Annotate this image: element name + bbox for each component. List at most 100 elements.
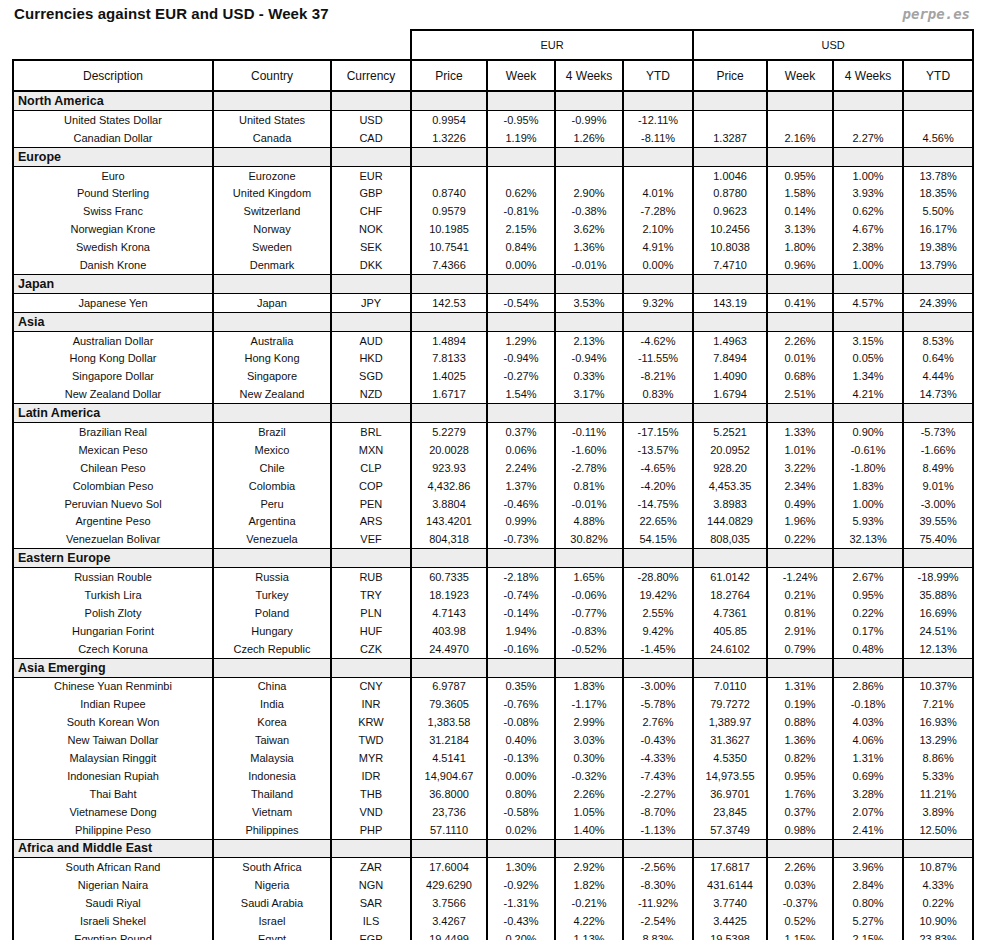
description-cell: Vietnamese Dong bbox=[13, 803, 213, 821]
country-cell: Singapore bbox=[213, 367, 331, 385]
country-cell: China bbox=[213, 677, 331, 695]
usd-week-cell: 0.82% bbox=[767, 749, 833, 767]
eur-week-cell: 1.37% bbox=[487, 477, 555, 495]
country-cell: Thailand bbox=[213, 785, 331, 803]
usd-ytd-cell: 14.73% bbox=[903, 385, 973, 403]
section-cell bbox=[693, 549, 767, 568]
currency-code-cell: ILS bbox=[331, 912, 411, 930]
usd-ytd-cell: 16.93% bbox=[903, 713, 973, 731]
country-cell: New Zealand bbox=[213, 385, 331, 403]
section-cell bbox=[903, 274, 973, 293]
data-row: Hong Kong DollarHong KongHKD7.8133-0.94%… bbox=[13, 349, 973, 367]
data-row: Saudi RiyalSaudi ArabiaSAR3.7566-1.31%-0… bbox=[13, 894, 973, 912]
usd-price-cell: 1.4963 bbox=[693, 331, 767, 349]
section-cell bbox=[693, 312, 767, 331]
eur-week-cell: -0.94% bbox=[487, 349, 555, 367]
section-cell bbox=[903, 549, 973, 568]
eur-4weeks-cell: -0.21% bbox=[555, 894, 623, 912]
eur-price-cell: 60.7335 bbox=[411, 568, 487, 586]
eur-ytd-cell: -2.56% bbox=[623, 858, 693, 876]
section-cell bbox=[555, 839, 623, 858]
usd-week-cell: 1.01% bbox=[767, 441, 833, 459]
usd-price-cell: 405.85 bbox=[693, 622, 767, 640]
usd-ytd-cell: 13.29% bbox=[903, 731, 973, 749]
eur-ytd-cell: -17.15% bbox=[623, 423, 693, 441]
usd-price-cell: 144.0829 bbox=[693, 512, 767, 530]
currency-code-cell: ZAR bbox=[331, 858, 411, 876]
section-cell bbox=[833, 274, 903, 293]
eur-week-cell: 0.99% bbox=[487, 512, 555, 530]
column-header-row: Description Country Currency Price Week … bbox=[13, 60, 973, 91]
currency-code-cell: THB bbox=[331, 785, 411, 803]
country-cell: Malaysia bbox=[213, 749, 331, 767]
usd-ytd-cell: 39.55% bbox=[903, 512, 973, 530]
data-row: South African RandSouth AfricaZAR17.6004… bbox=[13, 858, 973, 876]
usd-price-cell: 10.8038 bbox=[693, 238, 767, 256]
currency-code-cell: HUF bbox=[331, 622, 411, 640]
eur-ytd-cell: -4.62% bbox=[623, 331, 693, 349]
header-spacer bbox=[13, 30, 411, 60]
usd-4weeks-cell: 3.15% bbox=[833, 331, 903, 349]
eur-price-cell: 31.2184 bbox=[411, 731, 487, 749]
usd-price-cell: 431.6144 bbox=[693, 876, 767, 894]
group-header-eur: EUR bbox=[411, 30, 693, 60]
description-cell: Israeli Shekel bbox=[13, 912, 213, 930]
usd-4weeks-cell: 0.80% bbox=[833, 894, 903, 912]
eur-ytd-cell: -4.65% bbox=[623, 459, 693, 477]
eur-4weeks-cell: -0.94% bbox=[555, 349, 623, 367]
eur-4weeks-cell: 3.53% bbox=[555, 293, 623, 312]
usd-week-cell: 2.26% bbox=[767, 858, 833, 876]
eur-week-cell: -0.43% bbox=[487, 912, 555, 930]
eur-week-cell: -0.13% bbox=[487, 749, 555, 767]
data-row: Czech KorunaCzech RepublicCZK24.4970-0.1… bbox=[13, 640, 973, 658]
usd-ytd-cell: 10.90% bbox=[903, 912, 973, 930]
data-row: Norwegian KroneNorwayNOK10.19852.15%3.62… bbox=[13, 220, 973, 238]
usd-ytd-cell: 7.21% bbox=[903, 695, 973, 713]
eur-ytd-cell: 0.83% bbox=[623, 385, 693, 403]
usd-week-cell: 0.81% bbox=[767, 604, 833, 622]
eur-4weeks-cell: 2.99% bbox=[555, 713, 623, 731]
eur-week-cell: 1.54% bbox=[487, 385, 555, 403]
section-cell bbox=[903, 147, 973, 166]
currency-code-cell: KRW bbox=[331, 713, 411, 731]
eur-ytd-cell: 8.83% bbox=[623, 930, 693, 940]
eur-week-cell: 2.15% bbox=[487, 220, 555, 238]
usd-price-cell: 143.19 bbox=[693, 293, 767, 312]
description-cell: Philippine Peso bbox=[13, 821, 213, 839]
usd-ytd-cell: 9.01% bbox=[903, 477, 973, 495]
usd-ytd-cell: -3.00% bbox=[903, 495, 973, 513]
country-cell: Vietnam bbox=[213, 803, 331, 821]
eur-week-cell: 1.19% bbox=[487, 129, 555, 147]
eur-week-cell: 0.37% bbox=[487, 423, 555, 441]
eur-ytd-cell: 0.00% bbox=[623, 256, 693, 274]
section-cell bbox=[767, 839, 833, 858]
eur-4weeks-cell: 3.03% bbox=[555, 731, 623, 749]
usd-ytd-cell: 12.50% bbox=[903, 821, 973, 839]
section-cell bbox=[555, 274, 623, 293]
section-cell bbox=[767, 274, 833, 293]
country-cell: Nigeria bbox=[213, 876, 331, 894]
data-row: Brazilian RealBrazilBRL5.22790.37%-0.11%… bbox=[13, 423, 973, 441]
currency-code-cell: CHF bbox=[331, 202, 411, 220]
usd-4weeks-cell: 2.86% bbox=[833, 677, 903, 695]
usd-ytd-cell: 8.49% bbox=[903, 459, 973, 477]
description-cell: Indian Rupee bbox=[13, 695, 213, 713]
currency-code-cell: GBP bbox=[331, 184, 411, 202]
usd-price-cell: 808,035 bbox=[693, 530, 767, 548]
eur-ytd-cell: 2.55% bbox=[623, 604, 693, 622]
description-cell: Colombian Peso bbox=[13, 477, 213, 495]
usd-4weeks-cell: 2.07% bbox=[833, 803, 903, 821]
description-cell: Argentine Peso bbox=[13, 512, 213, 530]
eur-price-cell: 3.8804 bbox=[411, 495, 487, 513]
currency-code-cell: AUD bbox=[331, 331, 411, 349]
usd-ytd-cell: -5.73% bbox=[903, 423, 973, 441]
data-row: Vietnamese DongVietnamVND23,736-0.58%1.0… bbox=[13, 803, 973, 821]
eur-week-cell: -0.92% bbox=[487, 876, 555, 894]
usd-week-cell: 2.91% bbox=[767, 622, 833, 640]
usd-ytd-cell: 24.51% bbox=[903, 622, 973, 640]
currency-code-cell: CAD bbox=[331, 129, 411, 147]
eur-ytd-cell: -28.80% bbox=[623, 568, 693, 586]
currency-code-cell: MYR bbox=[331, 749, 411, 767]
country-cell: Colombia bbox=[213, 477, 331, 495]
country-cell: Turkey bbox=[213, 586, 331, 604]
